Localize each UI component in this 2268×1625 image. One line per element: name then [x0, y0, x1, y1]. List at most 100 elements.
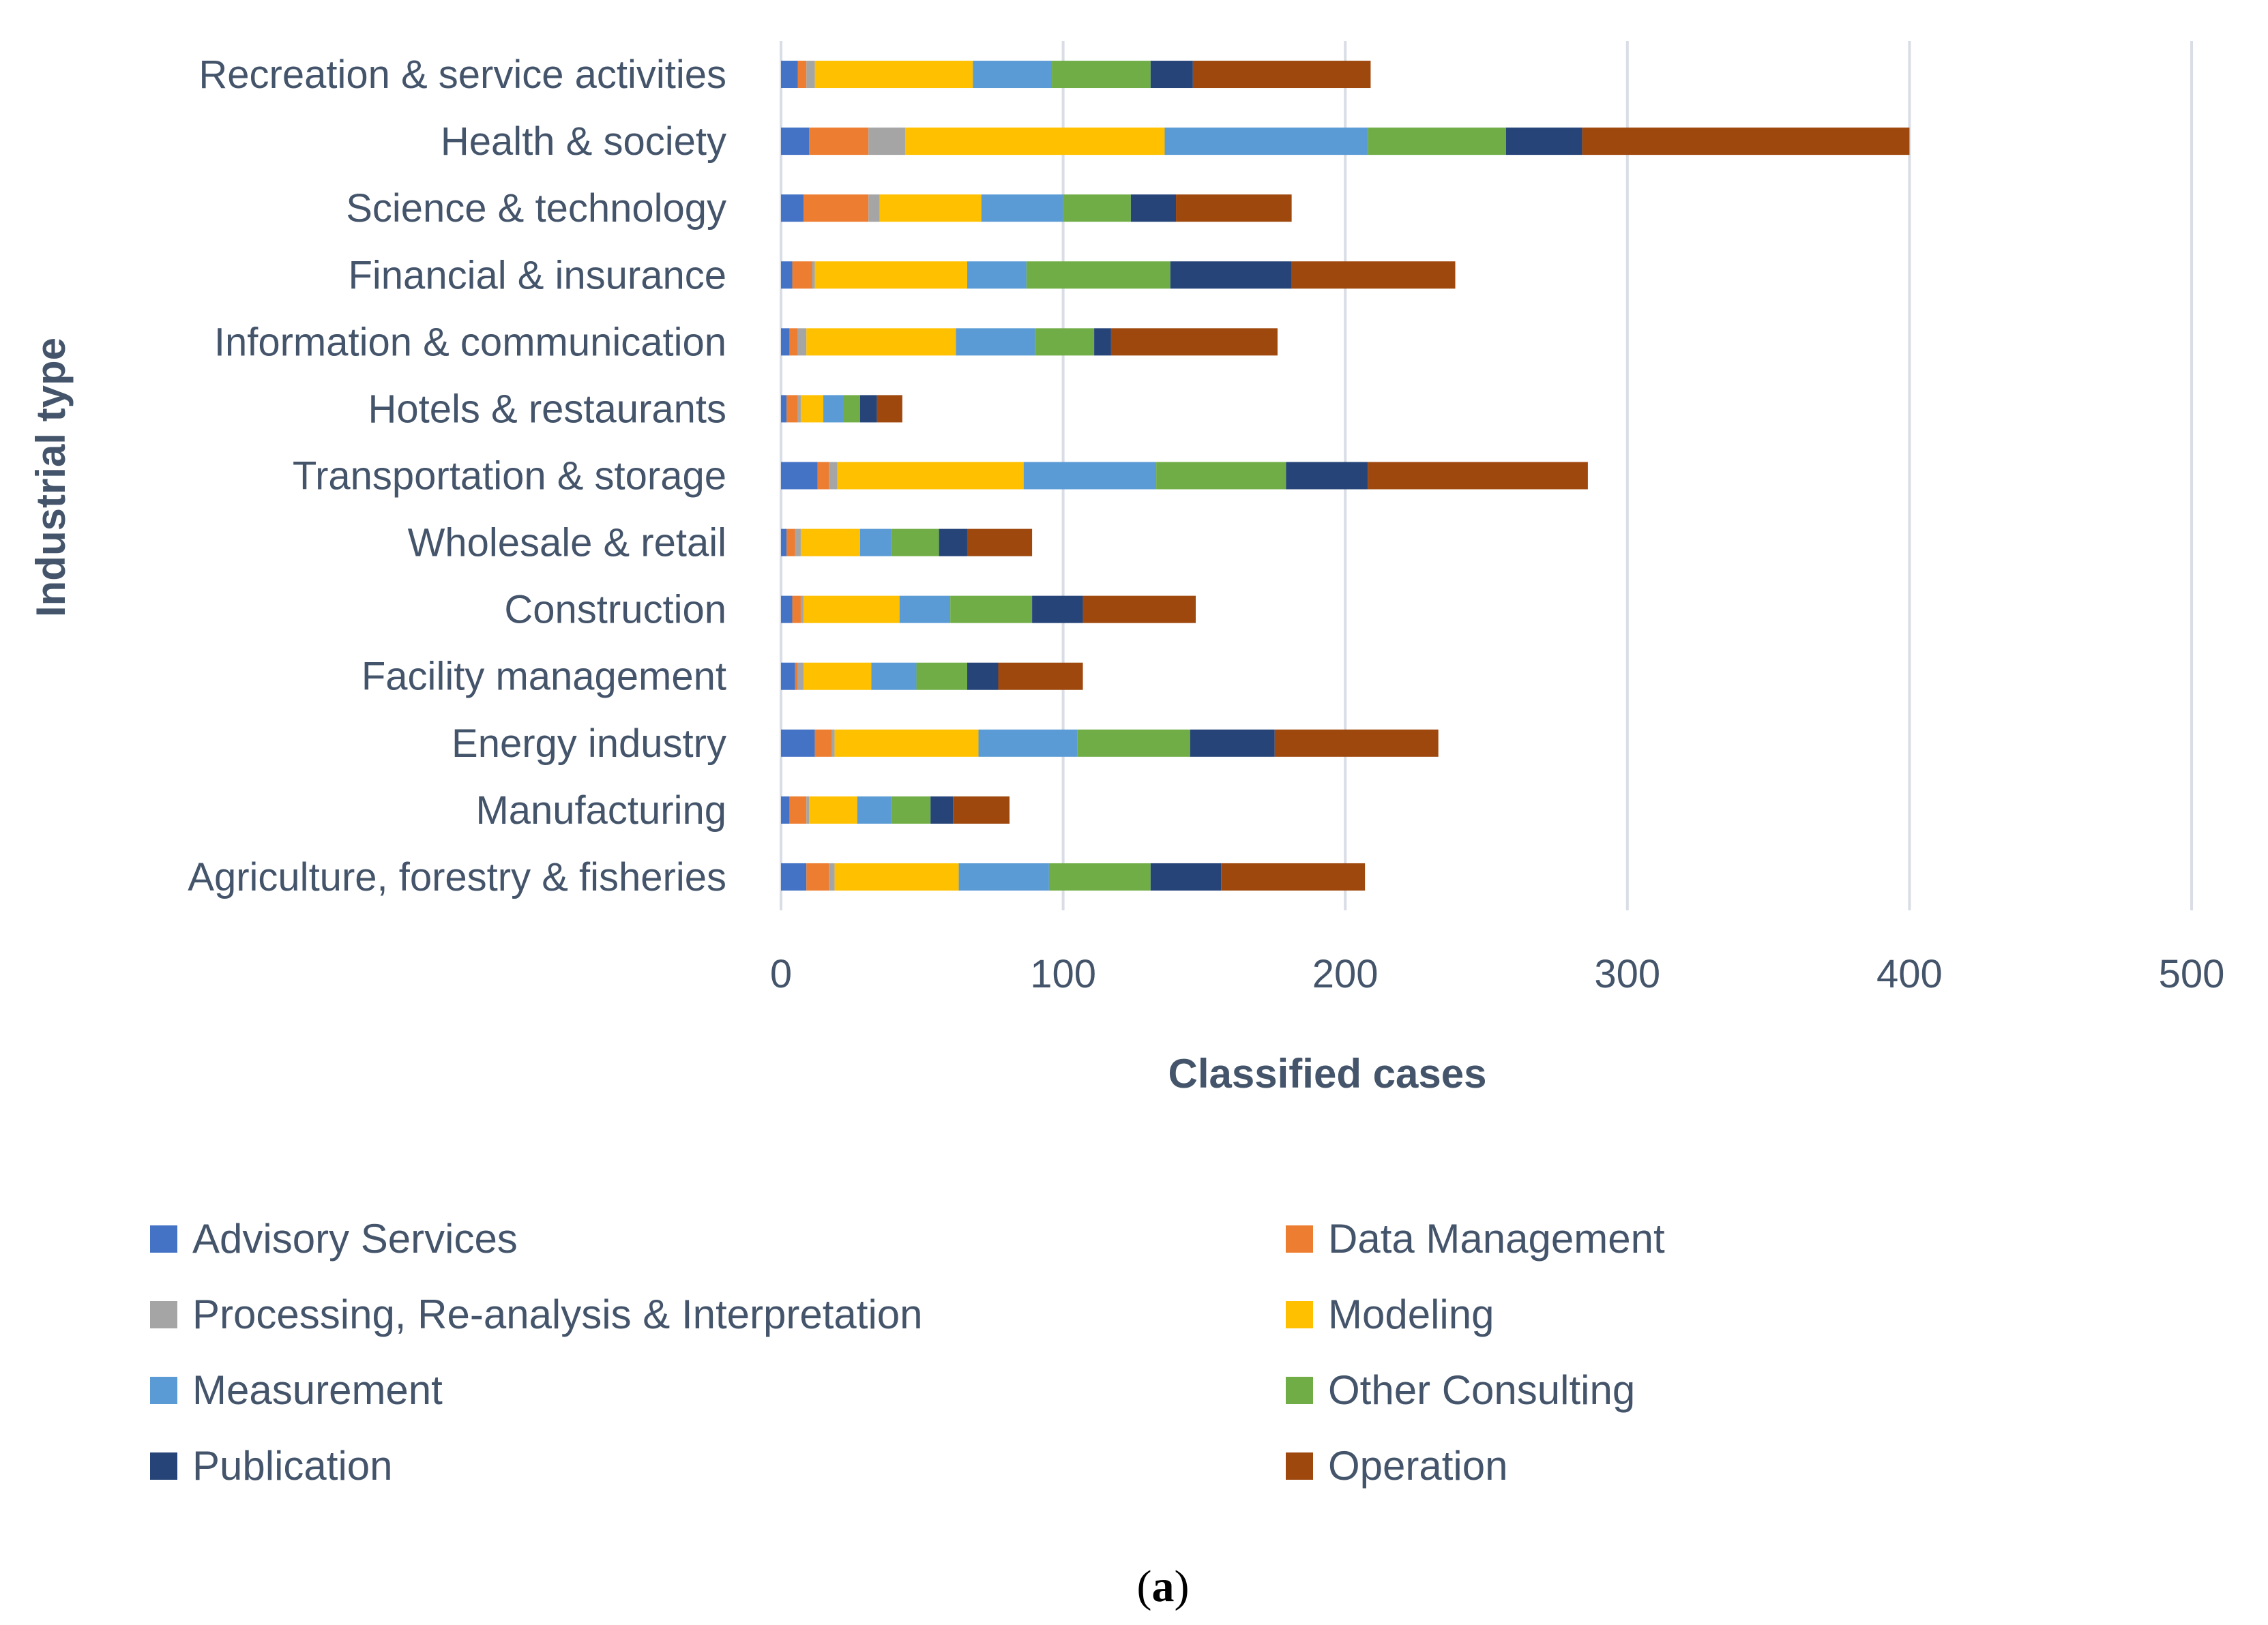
bar-segment [829, 863, 835, 891]
bar-segment [1083, 595, 1196, 623]
x-tick-labels: 0 100 200 300 400 500 [770, 952, 2225, 996]
bar-segment [797, 61, 807, 89]
bar-stacks [781, 61, 1910, 891]
legend-swatch [150, 1377, 177, 1404]
bar-segment [1170, 261, 1292, 289]
bar-segment [831, 729, 835, 757]
bar-segment [814, 61, 973, 89]
bar-segment [804, 662, 872, 690]
bar-segment [823, 395, 843, 423]
bar-segment [950, 595, 1033, 623]
y-axis-title: Industrial type [28, 338, 74, 617]
bar-segment [834, 863, 959, 891]
bar-segment [797, 662, 804, 690]
bar-segment [859, 528, 892, 556]
legend-swatch [1286, 1301, 1313, 1328]
bar-segment [781, 61, 798, 89]
bar-segment [1032, 595, 1083, 623]
legend-label: Measurement [192, 1367, 443, 1413]
bar-segment [800, 528, 860, 556]
bar-segment [1291, 261, 1456, 289]
bar-segment [891, 528, 939, 556]
bar-segment [868, 128, 905, 155]
bar-segment [789, 796, 807, 824]
bar-segment [781, 128, 810, 155]
bar-segment [973, 61, 1052, 89]
x-tick-label: 500 [2159, 952, 2225, 996]
bar-segment [837, 462, 1024, 490]
bar-segment [967, 528, 1033, 556]
bar-segment [1221, 863, 1366, 891]
x-axis-title: Classified cases [1168, 1051, 1487, 1097]
bar-segment [1582, 128, 1910, 155]
bar-segment [804, 595, 900, 623]
category-label: Energy industry [452, 721, 726, 766]
bar-segment [781, 194, 804, 222]
legend-swatch [150, 1225, 177, 1253]
bar-segment [1286, 462, 1368, 490]
bar-segment [792, 595, 801, 623]
caption-letter: a [1152, 1562, 1175, 1611]
bar-segment [804, 194, 869, 222]
bar-segment [1274, 729, 1439, 757]
bar-segment [967, 261, 1027, 289]
bar-segment [797, 328, 807, 356]
bar-segment [781, 462, 818, 490]
bar-segment [879, 194, 982, 222]
bar-segment [806, 863, 829, 891]
bar-segment [781, 662, 795, 690]
bar-segment [981, 194, 1063, 222]
bar-segment [916, 662, 967, 690]
legend-label: Modeling [1328, 1292, 1494, 1337]
category-label: Agriculture, forestry & fisheries [188, 855, 726, 899]
bar-segment [1023, 462, 1157, 490]
category-label: Science & technology [346, 186, 726, 230]
bar-segment [953, 796, 1010, 824]
category-labels: Recreation & service activities Health & … [188, 53, 726, 899]
bar-segment [786, 395, 798, 423]
bar-segment [1094, 328, 1111, 356]
bar-segment [899, 595, 951, 623]
bar-segment [877, 395, 902, 423]
legend-label: Operation [1328, 1443, 1508, 1489]
bar-segment [786, 528, 795, 556]
caption-close-paren: ) [1175, 1562, 1190, 1611]
x-tick-label: 0 [770, 952, 792, 996]
bar-segment [781, 395, 787, 423]
legend-swatch [150, 1452, 177, 1480]
bar-segment [1052, 61, 1151, 89]
bar-segment [1176, 194, 1292, 222]
bar-segment [806, 796, 810, 824]
legend-swatch [150, 1301, 177, 1328]
bar-segment [800, 595, 804, 623]
bar-segment [817, 462, 829, 490]
bar-segment [930, 796, 954, 824]
legend-swatch [1286, 1377, 1313, 1404]
bar-segment [1130, 194, 1177, 222]
bar-segment [781, 796, 790, 824]
bar-segment [1190, 729, 1275, 757]
x-tick-label: 100 [1030, 952, 1096, 996]
bar-segment [809, 796, 857, 824]
bar-segment [891, 796, 931, 824]
x-tick-label: 200 [1312, 952, 1379, 996]
category-label: Transportation & storage [293, 454, 726, 498]
bar-segment [812, 261, 815, 289]
bar-segment [789, 328, 798, 356]
bar-segment [806, 61, 815, 89]
legend-label: Publication [192, 1443, 393, 1489]
caption-open-paren: ( [1137, 1562, 1152, 1611]
category-label: Hotels & restaurants [368, 387, 726, 431]
legend-label: Other Consulting [1328, 1367, 1635, 1413]
bar-segment [871, 662, 917, 690]
bar-segment [792, 261, 812, 289]
bar-segment [956, 328, 1035, 356]
bar-segment [1192, 61, 1371, 89]
bar-segment [1063, 194, 1131, 222]
category-label: Facility management [362, 655, 726, 699]
bar-segment [1505, 128, 1582, 155]
category-label: Health & society [441, 119, 726, 164]
bar-segment [797, 395, 801, 423]
x-tick-label: 300 [1594, 952, 1660, 996]
